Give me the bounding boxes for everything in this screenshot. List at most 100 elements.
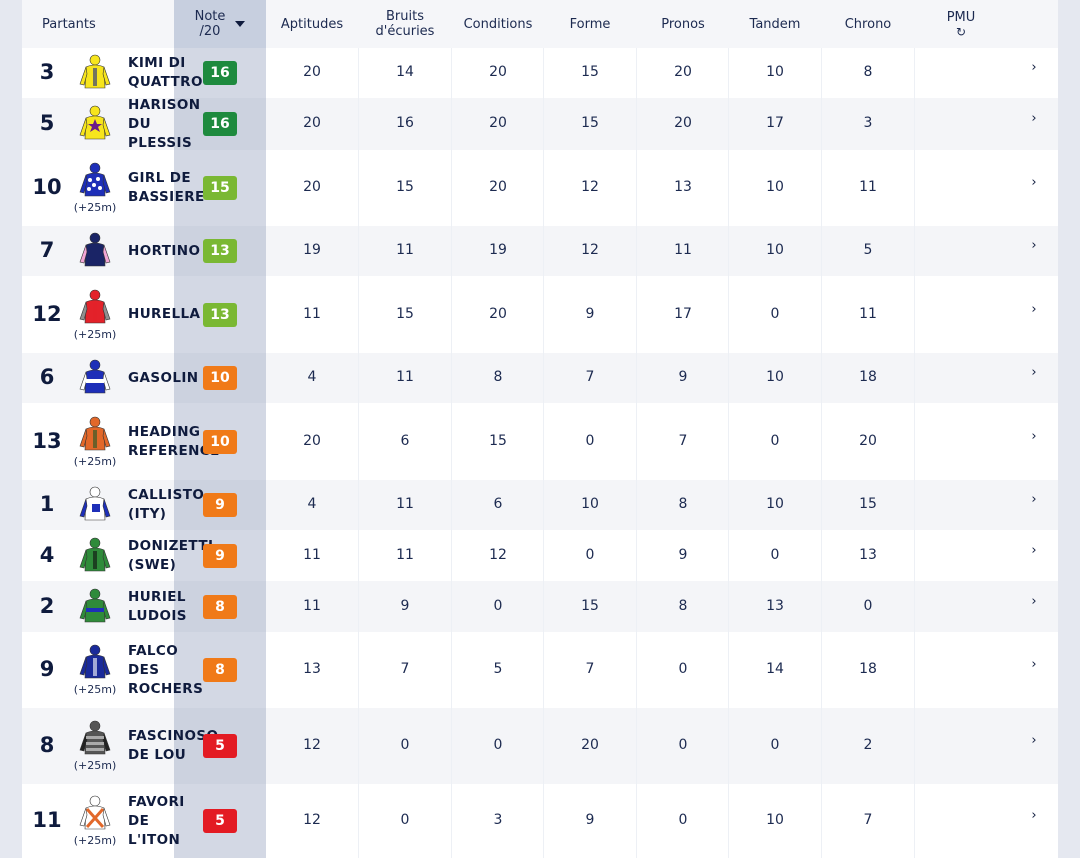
horse-name[interactable]: FASCINOSO DE LOU bbox=[128, 727, 224, 765]
forme-value: 9 bbox=[585, 812, 595, 828]
table-row[interactable]: 1 CALLISTO (ITY) 9 4 11 6 10 8 10 15 › bbox=[22, 480, 1058, 530]
table-row[interactable]: 8 (+25m) FASCINOSO DE LOU 5 12 0 0 20 0 0 2 › bbox=[22, 708, 1058, 784]
header-pronos[interactable]: Pronos bbox=[661, 16, 705, 32]
tandem-value: 17 bbox=[766, 115, 784, 131]
table-row[interactable]: 6 GASOLIN 10 4 11 8 7 9 10 18 › bbox=[22, 353, 1058, 403]
chrono-value: 5 bbox=[863, 242, 873, 258]
distance-handicap: (+25m) bbox=[73, 327, 117, 341]
chrono-value: 8 bbox=[863, 64, 873, 80]
header-note[interactable]: Note/20 bbox=[174, 0, 266, 48]
horse-name[interactable]: HURELLA bbox=[128, 305, 224, 324]
forme-value: 12 bbox=[581, 242, 599, 258]
bruits-value: 7 bbox=[400, 661, 410, 677]
horse-name[interactable]: FAVORI DE L'ITON bbox=[128, 793, 224, 850]
chevron-right-icon[interactable]: › bbox=[1031, 111, 1037, 126]
aptitudes-value: 13 bbox=[303, 661, 321, 677]
pronos-value: 8 bbox=[678, 496, 688, 512]
horse-name-line: DES bbox=[128, 661, 160, 678]
distance-handicap: (+25m) bbox=[73, 683, 117, 696]
table-row[interactable]: 5 HARISON DU PLESSIS 16 20 16 20 15 20 17 3 › bbox=[22, 96, 1058, 153]
sort-down-icon[interactable] bbox=[235, 21, 246, 27]
tandem-value: 10 bbox=[766, 179, 784, 195]
chevron-right-icon[interactable]: › bbox=[1031, 657, 1037, 672]
table-row[interactable]: 4 DONIZETTI (SWE) 9 11 11 12 0 9 0 13 › bbox=[22, 530, 1058, 581]
horse-name-line: BASSIERE bbox=[128, 189, 205, 205]
tandem-value: 10 bbox=[766, 369, 784, 385]
horse-name-line: DE LOU bbox=[128, 747, 187, 763]
horse-name[interactable]: HEADING REFERENCE bbox=[128, 423, 224, 461]
header-aptitudes[interactable]: Aptitudes bbox=[280, 16, 344, 32]
chevron-right-icon[interactable]: › bbox=[1031, 492, 1037, 507]
header-chrono[interactable]: Chrono bbox=[844, 16, 892, 32]
horse-name-line: FALCO bbox=[128, 642, 179, 659]
forme-value: 15 bbox=[581, 64, 599, 80]
chrono-value: 11 bbox=[859, 179, 877, 195]
chevron-right-icon[interactable]: › bbox=[1031, 593, 1037, 609]
white-blue-silk-icon bbox=[78, 486, 112, 524]
orange-silk-icon bbox=[78, 416, 112, 454]
aptitudes-value: 12 bbox=[303, 812, 321, 828]
horse-name[interactable]: GIRL DE BASSIERE bbox=[128, 169, 224, 207]
horse-name[interactable]: HARISON DU PLESSIS bbox=[128, 96, 224, 153]
chevron-right-icon[interactable]: › bbox=[1031, 301, 1037, 317]
table-header: Partants Note/20 Aptitudes Bruits d'écuri… bbox=[22, 0, 1058, 48]
chrono-value: 18 bbox=[859, 661, 877, 677]
chevron-right-icon[interactable]: › bbox=[1031, 365, 1037, 380]
header-forme[interactable]: Forme bbox=[569, 16, 611, 32]
horse-name[interactable]: KIMI DI QUATTRO bbox=[128, 54, 224, 92]
note-badge: 16 bbox=[203, 61, 237, 85]
table-row[interactable]: 10 (+25m) GIRL DE BASSIERE 15 20 15 20 12 13 10 11 › bbox=[22, 150, 1058, 226]
runner-number: 11 bbox=[32, 808, 62, 832]
chrono-value: 11 bbox=[859, 305, 877, 322]
header-tandem[interactable]: Tandem bbox=[749, 16, 801, 32]
runner-number: 4 bbox=[39, 542, 55, 567]
runner-number: 6 bbox=[39, 365, 55, 389]
table-row[interactable]: 7 HORTINO 13 19 11 19 12 11 10 5 › bbox=[22, 226, 1058, 276]
horse-name[interactable]: HURIEL LUDOIS bbox=[128, 588, 224, 626]
horse-name[interactable]: FALCO DES ROCHERS bbox=[128, 642, 224, 699]
chevron-right-icon[interactable]: › bbox=[1031, 733, 1037, 748]
table-row[interactable]: 3 KIMI DI QUATTRO 16 20 14 20 15 20 10 8 › bbox=[22, 48, 1058, 98]
note-badge: 16 bbox=[203, 112, 237, 136]
chevron-right-icon[interactable]: › bbox=[1031, 542, 1037, 558]
horse-name[interactable]: HORTINO bbox=[128, 242, 224, 261]
pronos-value: 0 bbox=[678, 812, 688, 828]
horse-name-line: REFERENCE bbox=[128, 442, 220, 459]
table-row[interactable]: 9 (+25m) FALCO DES ROCHERS 8 13 7 5 7 0 14 18 › bbox=[22, 632, 1058, 708]
header-note-line2: /20 bbox=[199, 24, 221, 39]
aptitudes-value: 20 bbox=[303, 115, 321, 131]
aptitudes-value: 12 bbox=[303, 737, 321, 753]
horse-name-line: CALLISTO bbox=[128, 487, 205, 503]
runner-number: 10 bbox=[32, 175, 62, 199]
chevron-right-icon[interactable]: › bbox=[1031, 428, 1037, 444]
chevron-right-icon[interactable]: › bbox=[1031, 175, 1037, 190]
refresh-icon[interactable]: ↻ bbox=[955, 24, 967, 39]
horse-name[interactable]: CALLISTO (ITY) bbox=[128, 486, 224, 524]
bruits-value: 11 bbox=[396, 242, 414, 258]
note-badge: 13 bbox=[203, 239, 237, 263]
horse-name[interactable]: GASOLIN bbox=[128, 369, 224, 388]
conditions-value: 20 bbox=[489, 115, 507, 131]
aptitudes-value: 4 bbox=[307, 496, 317, 512]
chevron-right-icon[interactable]: › bbox=[1031, 808, 1037, 823]
conditions-value: 19 bbox=[489, 242, 507, 258]
bruits-value: 0 bbox=[400, 737, 410, 753]
tandem-value: 14 bbox=[766, 661, 784, 677]
horse-name-line: PLESSIS bbox=[128, 134, 193, 151]
aptitudes-value: 4 bbox=[307, 369, 317, 385]
horse-name[interactable]: DONIZETTI (SWE) bbox=[128, 537, 224, 575]
chrono-value: 15 bbox=[859, 496, 877, 512]
header-conditions[interactable]: Conditions bbox=[463, 16, 533, 32]
horse-name-line: LUDOIS bbox=[128, 607, 187, 624]
header-bruits[interactable]: Bruits d'écuries bbox=[375, 9, 435, 39]
header-partants[interactable]: Partants bbox=[42, 16, 96, 32]
table-row[interactable]: 2 HURIEL LUDOIS 8 11 9 0 15 8 13 0 › bbox=[22, 581, 1058, 632]
pronos-value: 20 bbox=[674, 115, 692, 131]
table-row[interactable]: 12 (+25m) HURELLA 13 11 15 20 9 17 0 11 › bbox=[22, 276, 1058, 353]
red-grey-silk-icon bbox=[78, 289, 112, 327]
header-pmu[interactable]: PMU ↻ bbox=[946, 9, 976, 39]
chevron-right-icon[interactable]: › bbox=[1031, 238, 1037, 253]
chevron-right-icon[interactable]: › bbox=[1031, 60, 1037, 75]
table-row[interactable]: 11 (+25m) FAVORI DE L'ITON 5 12 0 3 9 0 10 7 › bbox=[22, 784, 1058, 858]
table-row[interactable]: 13 (+25m) HEADING REFERENCE 10 20 6 15 0 7 0 20 › bbox=[22, 403, 1058, 480]
